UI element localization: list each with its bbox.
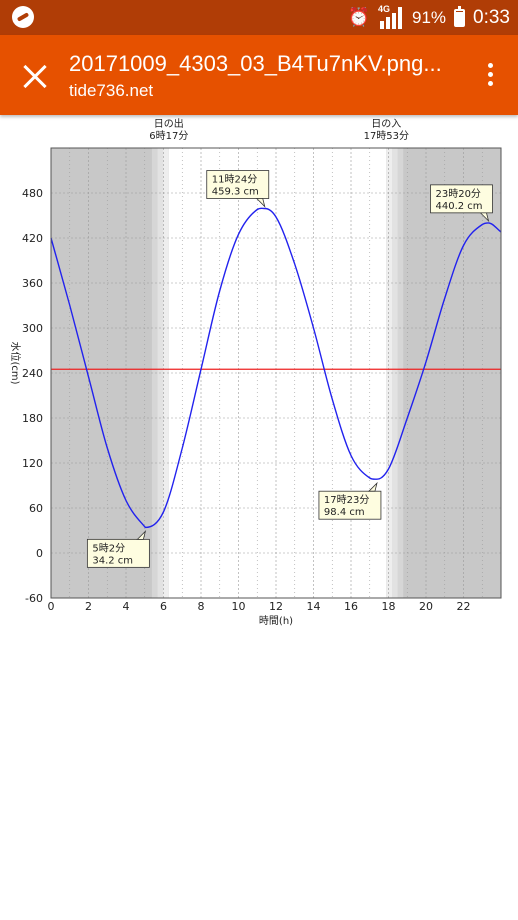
y-tick-label: 480 — [22, 187, 43, 200]
battery-percent: 91% — [411, 7, 447, 27]
callout-time: 11時24分 — [212, 174, 257, 186]
y-tick-label: 60 — [29, 502, 43, 515]
callout-value: 459.3 cm — [212, 187, 259, 198]
sunrise-time: 6時17分 — [149, 130, 188, 142]
callout-box — [430, 184, 493, 214]
x-tick-label: 4 — [123, 600, 130, 613]
y-tick-label: 300 — [22, 322, 43, 335]
x-tick-label: 10 — [232, 600, 246, 613]
x-tick-label: 0 — [48, 600, 55, 613]
callout-time: 23時20分 — [435, 188, 480, 200]
callout-pointer — [479, 212, 490, 223]
callout-value: 440.2 cm — [435, 201, 482, 212]
y-tick-label: 360 — [22, 277, 43, 290]
x-tick-label: 12 — [269, 600, 283, 613]
callout-box — [86, 538, 150, 568]
y-tick-label: 0 — [36, 547, 43, 560]
app-logo-icon — [12, 6, 34, 28]
tide-curve — [50, 207, 502, 529]
x-tick-label: 8 — [198, 600, 205, 613]
y-tick-label: 120 — [22, 457, 43, 470]
x-tick-label: 6 — [160, 600, 167, 613]
y-tick-label: 420 — [22, 232, 43, 245]
clock: 0:33 — [473, 6, 510, 28]
daylight-band — [168, 148, 387, 598]
battery-icon — [454, 5, 466, 27]
sunrise-label: 日の出 — [154, 117, 184, 130]
more-vert-icon[interactable] — [486, 63, 494, 89]
close-icon[interactable] — [18, 59, 52, 93]
x-tick-label: 2 — [85, 600, 92, 613]
twilight-band — [163, 148, 169, 598]
sunset-time: 17時53分 — [364, 130, 409, 142]
x-axis-label: 時間(h) — [259, 615, 293, 627]
callout-pointer — [367, 481, 378, 492]
sunset-label: 日の入 — [371, 119, 401, 130]
callout-pointer — [255, 198, 266, 208]
tide-chart: 0 2 4 6 8 10 12 14 16 18 20 22 -60 0 60 120 180 240 300 360… — [9, 117, 502, 627]
site-domain: tide736.net — [69, 81, 154, 100]
x-tick-label: 20 — [419, 600, 433, 613]
network-type: 4G — [377, 3, 390, 14]
alarm-icon: ⏰ — [347, 7, 370, 27]
callout-box — [318, 490, 382, 520]
y-tick-label: 240 — [22, 367, 43, 380]
y-tick-label: 180 — [22, 412, 43, 425]
callout-time: 5時2分 — [92, 542, 125, 554]
callout-pointer — [136, 530, 147, 540]
x-tick-label: 16 — [344, 600, 358, 613]
signal-icon: 4G — [377, 3, 404, 29]
x-tick-label: 14 — [307, 600, 321, 613]
plot-frame — [50, 147, 502, 599]
app-bar: 20171009_4303_03_B4Tu7nKV.png... tide736… — [0, 35, 518, 115]
x-tick-label: 18 — [382, 600, 396, 613]
twilight-band — [386, 148, 392, 598]
status-bar: ⏰ 4G 91% 0:33 — [0, 0, 518, 35]
callout-value: 98.4 cm — [324, 507, 365, 518]
y-axis-label: 水位(cm) — [9, 341, 22, 384]
x-tick-label: 22 — [457, 600, 471, 613]
file-title: 20171009_4303_03_B4Tu7nKV.png... — [69, 51, 442, 76]
callout-time: 17時23分 — [324, 494, 369, 506]
y-tick-label: -60 — [25, 592, 43, 605]
callout-value: 34.2 cm — [92, 555, 133, 566]
callout-box — [206, 170, 270, 199]
